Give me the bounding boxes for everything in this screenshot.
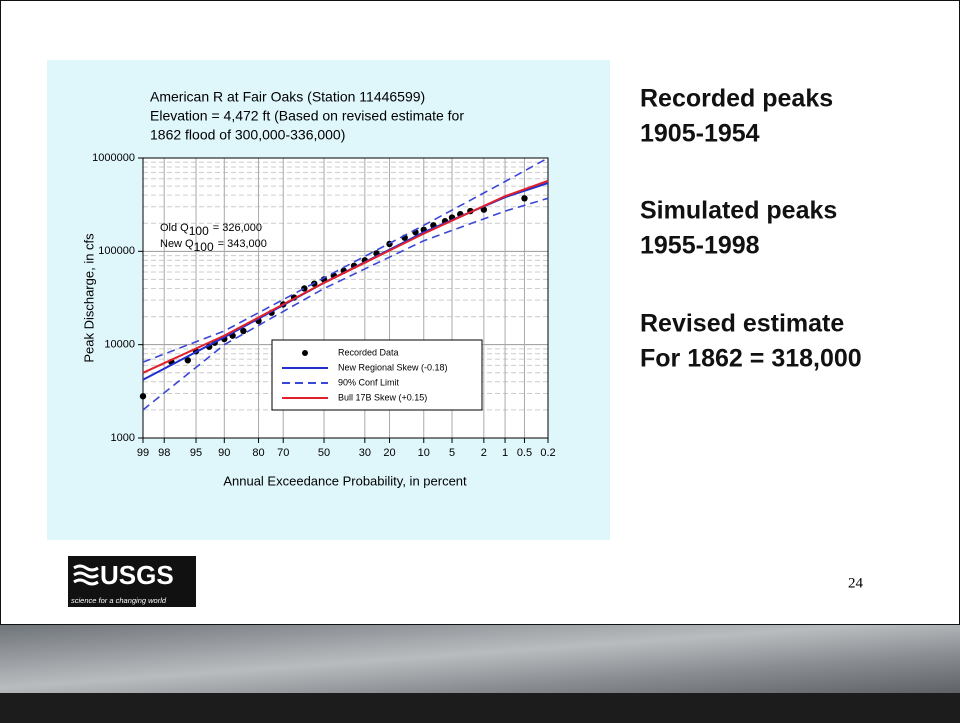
side-text: 1905-1954 xyxy=(640,120,760,148)
x-tick-label: 98 xyxy=(158,447,170,459)
data-point xyxy=(240,327,247,335)
logo-tagline: science for a changing world xyxy=(71,596,167,605)
x-tick-label: 5 xyxy=(449,447,455,459)
legend-label: New Regional Skew (-0.18) xyxy=(338,362,448,372)
side-text: Simulated peaks xyxy=(640,197,837,225)
y-axis-label: Peak Discharge, in cfs xyxy=(81,233,96,363)
annotation-part: Old Q xyxy=(160,222,189,234)
y-tick-label: 100000 xyxy=(98,245,135,257)
page-number: 24 xyxy=(848,575,864,591)
x-tick-label: 95 xyxy=(190,447,202,459)
x-tick-label: 0.5 xyxy=(517,447,532,459)
y-tick-label: 1000 xyxy=(111,432,135,444)
logo-name: USGS xyxy=(100,560,174,590)
line xyxy=(142,157,549,363)
data-point xyxy=(184,357,191,364)
x-tick-label: 0.2 xyxy=(540,447,555,459)
side-text: Revised estimate xyxy=(640,310,844,338)
data-point xyxy=(521,195,528,202)
cloud-band xyxy=(0,625,960,695)
plot-frame xyxy=(142,157,549,439)
data-point xyxy=(139,393,147,400)
x-tick-label: 50 xyxy=(318,447,330,459)
x-tick-label: 10 xyxy=(418,447,430,459)
annotation-part: New Q xyxy=(160,238,194,250)
chart-title: American R at Fair Oaks (Station 1144659… xyxy=(150,89,425,105)
y-tick-label: 10000 xyxy=(104,339,135,351)
annotation-part: = 326,000 xyxy=(213,222,262,234)
x-tick-label: 90 xyxy=(218,447,230,459)
annotation-part: 100 xyxy=(189,224,209,238)
side-text: For 1862 = 318,000 xyxy=(640,345,862,373)
logo: USGS science for a changing world xyxy=(68,556,196,607)
legend-marker xyxy=(302,350,308,356)
legend: Recorded Data New Regional Skew (-0.18) 90… xyxy=(271,339,483,411)
x-axis-label: Annual Exceedance Probability, in percen… xyxy=(223,473,467,488)
legend-label: Bull 17B Skew (+0.15) xyxy=(338,392,427,402)
chart-title: Elevation = 4,472 ft (Based on revised e… xyxy=(150,108,464,124)
side-text: Recorded peaks xyxy=(640,85,833,113)
x-tick-label: 20 xyxy=(383,447,395,459)
y-tick-label: 1000000 xyxy=(92,152,135,164)
logo-waves xyxy=(73,564,99,586)
x-tick-label: 99 xyxy=(137,447,149,459)
x-tick-label: 30 xyxy=(359,447,371,459)
line xyxy=(142,179,549,374)
annotation: Old Q100 = 326,000 xyxy=(160,222,262,238)
chart-title: 1862 flood of 300,000-336,000) xyxy=(150,127,345,143)
legend-label: 90% Conf Limit xyxy=(338,377,400,387)
bottom-bar xyxy=(0,693,960,723)
x-tick-label: 80 xyxy=(252,447,264,459)
annotation: New Q100 = 343,000 xyxy=(160,238,267,254)
legend-label: Recorded Data xyxy=(338,347,399,357)
annotation-part: = 343,000 xyxy=(218,238,267,250)
logo-background xyxy=(68,556,196,607)
line xyxy=(142,197,549,411)
side-text: 1955-1998 xyxy=(640,232,760,260)
x-tick-label: 2 xyxy=(481,447,487,459)
data-point xyxy=(301,285,308,292)
annotation-part: 100 xyxy=(194,240,214,254)
x-tick-label: 1 xyxy=(502,447,508,459)
x-tick-label: 70 xyxy=(277,447,289,459)
